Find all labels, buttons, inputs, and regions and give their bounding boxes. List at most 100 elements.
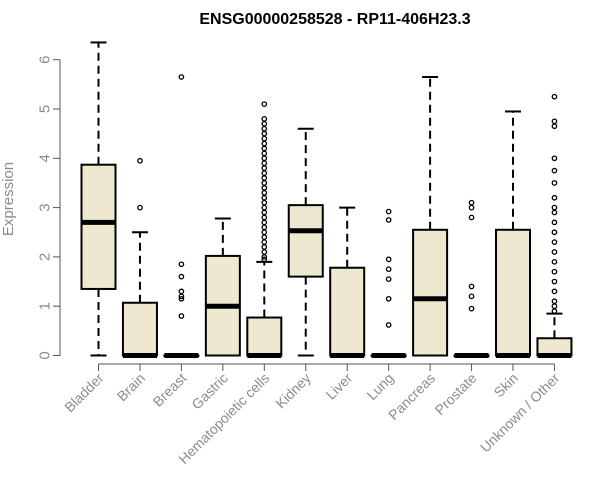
outlier-point: [261, 239, 268, 245]
outlier-point: [385, 217, 392, 223]
box-bladder: [80, 41, 117, 357]
box-body: [495, 228, 531, 357]
outlier-point: [261, 214, 268, 221]
box-body: [287, 204, 324, 278]
y-tick-label: 4: [37, 154, 54, 162]
y-tick-label: 2: [37, 253, 54, 261]
outlier-point: [551, 298, 558, 305]
boxes-group: [80, 41, 573, 358]
box-body: [80, 163, 117, 290]
chart-title: ENSG00000258528 - RP11-406H23.3: [199, 11, 470, 28]
x-tick-label-brain: Brain: [114, 370, 148, 404]
y-tick-label: 6: [37, 56, 54, 64]
outlier-point: [261, 175, 268, 181]
outlier-point: [261, 155, 268, 162]
x-tick-label-kidney: Kidney: [272, 370, 314, 412]
outlier-point: [261, 145, 268, 152]
outlier-point: [551, 219, 558, 226]
box-pancreas: [412, 75, 449, 357]
outlier-point: [551, 123, 558, 130]
outlier-point: [551, 204, 558, 211]
box-body: [412, 228, 449, 357]
outlier-point: [468, 283, 475, 290]
outlier-point: [468, 305, 475, 312]
y-tick-label: 1: [37, 302, 54, 310]
outlier-point: [261, 135, 268, 142]
x-tick-label-lung: Lung: [363, 370, 396, 403]
outlier-point: [261, 224, 268, 231]
outlier-point: [385, 322, 392, 328]
outlier-point: [551, 194, 558, 201]
outlier-point: [551, 93, 558, 100]
outlier-point: [261, 219, 268, 226]
outlier-point: [178, 295, 185, 302]
outlier-point: [178, 288, 185, 295]
box-brain: [121, 157, 158, 358]
outlier-point: [137, 204, 143, 211]
outlier-point: [261, 101, 268, 107]
outlier-point: [178, 261, 185, 268]
outlier-point: [551, 180, 558, 186]
outlier-point: [261, 150, 268, 157]
outlier-point: [551, 288, 558, 295]
outlier-point: [468, 214, 475, 221]
outlier-point: [261, 130, 268, 137]
box-skin: [495, 110, 531, 358]
y-axis: 0 1 2 3 4 5 6: [37, 56, 61, 360]
outlier-point: [261, 160, 268, 167]
x-tick-label-unknown-other: Unknown / Other: [477, 370, 563, 456]
outlier-point: [261, 120, 268, 127]
y-tick-label: 3: [37, 203, 54, 211]
outlier-point: [551, 278, 558, 285]
outlier-point: [261, 189, 268, 196]
box-kidney: [287, 127, 324, 357]
outlier-point: [551, 155, 558, 162]
y-axis-title: Expression: [0, 162, 17, 236]
x-tick-label-skin: Skin: [491, 370, 522, 401]
outlier-point: [551, 258, 558, 265]
outlier-point: [468, 293, 475, 300]
x-tick-label-bladder: Bladder: [61, 370, 107, 416]
outlier-point: [468, 199, 475, 206]
box-liver: [329, 206, 366, 358]
box-body: [536, 337, 573, 357]
box-body: [246, 316, 283, 357]
outlier-point: [551, 249, 558, 255]
x-tick-label-prostate: Prostate: [431, 370, 479, 418]
outlier-point: [385, 266, 392, 273]
box-prostate: [453, 199, 490, 358]
outlier-point: [261, 185, 268, 191]
outlier-point: [178, 74, 185, 80]
outlier-point: [551, 303, 558, 310]
outlier-point: [178, 273, 185, 280]
outlier-point: [261, 249, 268, 255]
outlier-point: [261, 234, 268, 241]
outlier-point: [551, 167, 558, 174]
outlier-point: [551, 209, 558, 216]
box-gastric: [204, 217, 241, 357]
box-lung: [370, 208, 407, 358]
box-unknown-other: [536, 93, 573, 358]
outlier-point: [551, 229, 558, 236]
outlier-point: [385, 208, 392, 215]
x-tick-label-liver: Liver: [323, 370, 356, 403]
outlier-point: [261, 180, 268, 186]
outlier-point: [261, 194, 268, 201]
box-hematopoietic-cells: [246, 101, 283, 358]
outlier-point: [261, 125, 268, 132]
outlier-point: [261, 209, 268, 216]
outlier-point: [137, 157, 143, 164]
outlier-point: [178, 313, 185, 319]
outlier-point: [261, 116, 268, 122]
outlier-point: [261, 199, 268, 206]
outlier-point: [468, 204, 475, 211]
x-tick-label-breast: Breast: [150, 370, 190, 410]
outlier-point: [261, 140, 268, 147]
outlier-point: [551, 268, 558, 275]
box-breast: [163, 74, 200, 358]
outlier-point: [385, 256, 392, 263]
outlier-point: [551, 118, 558, 125]
outlier-point: [385, 295, 392, 302]
outlier-point: [261, 244, 268, 250]
